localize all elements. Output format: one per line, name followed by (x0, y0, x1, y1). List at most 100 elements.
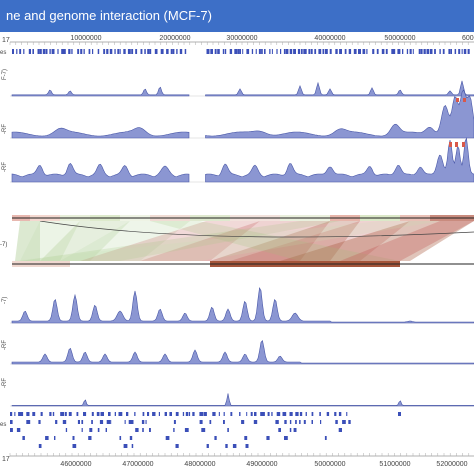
gene-mark (385, 49, 388, 54)
interaction-link (15, 221, 40, 261)
interaction-label: -7) (0, 242, 7, 248)
gene-mark (245, 444, 249, 448)
gene-mark (295, 420, 297, 424)
gene-mark (38, 420, 41, 424)
gene-mark (232, 444, 237, 448)
gene-mark (147, 412, 150, 416)
app-title: ne and genome interaction (MCF-7) (6, 8, 212, 23)
gene-mark (147, 49, 150, 54)
gene-mark (123, 49, 126, 54)
gene-mark (260, 412, 264, 416)
gene-mark (223, 420, 225, 424)
gene-mark (142, 412, 145, 416)
interaction-link (60, 221, 190, 261)
signal-track-3[interactable] (10, 137, 474, 183)
gene-mark (88, 49, 91, 54)
gene-mark (175, 412, 179, 416)
bottom-tick-label: 48000000 (184, 461, 215, 468)
gene-mark (134, 412, 136, 416)
gene-mark (406, 49, 409, 54)
signal-track-2[interactable] (10, 89, 474, 139)
gene-mark (77, 49, 80, 54)
gene-mark (165, 436, 170, 440)
gene-mark (83, 49, 85, 54)
gene-mark (119, 49, 121, 54)
gene-mark (182, 412, 185, 416)
gene-mark (124, 420, 126, 424)
gene-mark (105, 428, 107, 432)
bottom-gene-track[interactable] (10, 412, 401, 448)
gene-mark (49, 412, 52, 416)
gene-mark (376, 49, 379, 54)
gene-mark (246, 412, 248, 416)
gene-mark (123, 444, 128, 448)
gene-mark (72, 436, 75, 440)
top-genes-label: es (0, 50, 6, 56)
gene-mark (176, 49, 178, 54)
gene-mark (80, 49, 83, 54)
gene-mark (166, 49, 169, 54)
gene-mark (129, 436, 133, 440)
gene-mark (154, 49, 158, 54)
interaction-link (280, 221, 474, 261)
gene-mark (285, 49, 289, 54)
gene-mark (254, 412, 257, 416)
gene-mark (88, 436, 92, 440)
top-tick-label: 6000 (462, 35, 474, 42)
gene-mark (131, 49, 134, 54)
gene-mark (38, 444, 42, 448)
gene-mark (23, 49, 25, 54)
signal-track-1[interactable] (10, 80, 474, 97)
gene-mark (92, 49, 94, 54)
gene-mark (305, 49, 307, 54)
signal-area (11, 393, 474, 407)
gene-mark (342, 420, 346, 424)
gene-mark (293, 428, 297, 432)
gene-mark (246, 49, 250, 54)
track-label: -RF (2, 162, 8, 172)
gene-mark (18, 412, 22, 416)
gene-mark (239, 49, 241, 54)
interaction-panel[interactable]: -7) (0, 215, 474, 267)
gene-mark (51, 49, 55, 54)
gene-mark (209, 420, 212, 424)
bottom-signal-track-2[interactable] (10, 339, 474, 365)
gene-mark (276, 412, 281, 416)
bottom-tick-label: 47000000 (122, 461, 153, 468)
gene-mark (442, 49, 445, 54)
peak-highlight (462, 142, 465, 147)
top-gene-track[interactable] (12, 49, 470, 54)
gene-mark (32, 412, 36, 416)
gene-mark (214, 49, 217, 54)
gene-mark (429, 49, 433, 54)
gene-mark (81, 428, 83, 432)
gene-mark (334, 412, 337, 416)
gene-mark (284, 436, 288, 440)
bottom-signal-track-1[interactable] (10, 286, 474, 324)
gene-mark (289, 420, 292, 424)
gene-mark (335, 49, 338, 54)
gene-mark (210, 49, 213, 54)
gene-mark (72, 444, 77, 448)
gene-mark (458, 49, 461, 54)
gene-mark (26, 412, 30, 416)
gene-mark (65, 428, 68, 432)
gene-mark (234, 49, 237, 54)
gene-mark (346, 412, 348, 416)
bottom-chrom-label: 17 (2, 456, 10, 463)
gene-mark (39, 49, 42, 54)
gene-mark (77, 420, 80, 424)
gene-mark (278, 428, 281, 432)
interaction-link (340, 221, 474, 261)
interaction-links (12, 220, 474, 261)
genome-browser-view[interactable]: 17 10000000 20000000 30000000 40000000 5… (0, 32, 474, 474)
gene-mark (203, 412, 207, 416)
gene-mark (241, 420, 245, 424)
track-label: -7) (2, 297, 8, 304)
bottom-signal-track-3[interactable] (10, 393, 474, 407)
gene-mark (45, 49, 48, 54)
gene-mark (418, 49, 421, 54)
gene-mark (338, 412, 342, 416)
gene-mark (192, 412, 195, 416)
top-axis-tick-labels: 10000000 20000000 30000000 40000000 5000… (70, 35, 474, 42)
